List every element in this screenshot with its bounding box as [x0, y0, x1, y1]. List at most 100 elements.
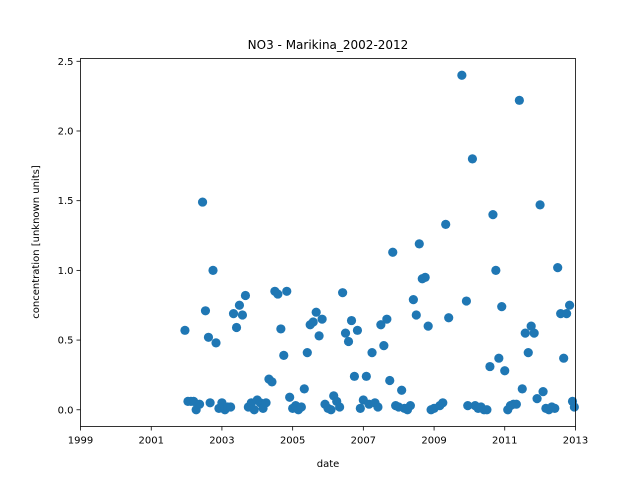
data-point — [485, 361, 495, 372]
data-point — [279, 350, 289, 361]
data-point — [261, 398, 271, 408]
y-tick-label: 0.0 — [58, 405, 74, 416]
data-point — [273, 289, 283, 299]
data-point — [267, 377, 277, 387]
data-point — [411, 310, 421, 320]
data-point — [494, 353, 504, 363]
chart-title: NO3 - Marikina_2002-2012 — [248, 38, 409, 52]
data-point — [376, 320, 386, 330]
data-point — [482, 405, 492, 415]
y-tick-label: 2.5 — [58, 57, 74, 68]
data-point — [457, 70, 467, 80]
data-point — [340, 328, 351, 338]
x-tick-label: 2009 — [421, 436, 446, 447]
data-point — [302, 348, 312, 358]
data-point — [463, 400, 473, 411]
data-point — [285, 392, 295, 402]
data-point — [355, 403, 365, 413]
data-point — [352, 325, 363, 335]
data-point — [526, 321, 536, 331]
y-tick-label: 1.0 — [58, 266, 74, 277]
x-axis-title: date — [317, 459, 340, 470]
data-point — [382, 314, 392, 324]
x-tick-label: 2001 — [139, 436, 164, 447]
data-point — [423, 321, 433, 331]
data-point — [565, 300, 575, 310]
data-point — [461, 296, 472, 306]
x-tick-label: 2011 — [492, 436, 517, 447]
data-point — [240, 290, 251, 301]
data-points — [180, 70, 579, 415]
data-point — [500, 366, 510, 376]
y-tick-label: 2.0 — [58, 126, 74, 137]
data-point — [520, 328, 530, 338]
data-point — [569, 402, 579, 412]
data-point — [326, 405, 336, 415]
data-point — [535, 200, 545, 210]
data-point — [550, 403, 560, 413]
y-axis-ticks: 0.0 0.5 1.0 1.5 2.0 2.5 — [58, 57, 81, 416]
data-point — [379, 341, 389, 351]
data-point — [194, 399, 205, 409]
data-point — [203, 332, 214, 342]
data-point — [467, 154, 478, 164]
data-point — [562, 308, 572, 319]
data-point — [373, 402, 383, 412]
data-point — [491, 265, 501, 275]
data-point — [553, 262, 563, 273]
y-tick-label: 0.5 — [58, 336, 74, 347]
data-point — [405, 400, 415, 411]
data-point — [276, 324, 286, 334]
data-point — [335, 402, 345, 412]
data-point — [385, 375, 395, 386]
data-point — [529, 328, 539, 338]
data-point — [408, 295, 418, 305]
x-tick-label: 2007 — [351, 436, 376, 447]
y-tick-label: 1.5 — [58, 196, 74, 207]
data-point — [180, 325, 190, 335]
data-point — [197, 197, 208, 207]
data-point — [343, 336, 354, 347]
data-point — [497, 302, 507, 312]
data-point — [338, 288, 348, 298]
data-point — [249, 405, 259, 415]
data-point — [438, 398, 448, 408]
plot-frame — [80, 58, 576, 427]
data-point — [414, 239, 424, 249]
data-point — [314, 331, 324, 341]
x-tick-label: 2005 — [280, 436, 305, 447]
data-point — [346, 315, 357, 326]
data-point — [511, 399, 521, 409]
x-tick-label: 1999 — [68, 436, 93, 447]
data-point — [205, 398, 215, 408]
x-tick-label: 2003 — [209, 436, 234, 447]
data-point — [397, 385, 407, 395]
data-point — [299, 384, 309, 394]
data-point — [311, 307, 321, 317]
data-point — [361, 371, 371, 381]
data-point — [296, 402, 306, 412]
data-point — [349, 371, 360, 381]
data-point — [523, 348, 533, 358]
data-point — [228, 308, 239, 319]
data-point — [532, 394, 542, 404]
data-point — [308, 317, 318, 327]
data-point — [367, 348, 377, 358]
x-tick-label: 2013 — [563, 436, 588, 447]
data-point — [226, 402, 236, 412]
data-point — [444, 313, 454, 323]
data-point — [200, 306, 211, 316]
data-point — [559, 353, 569, 363]
data-point — [517, 384, 527, 394]
data-point — [420, 272, 430, 282]
data-point — [538, 387, 548, 397]
data-point — [208, 265, 218, 275]
data-point — [234, 300, 245, 310]
data-point — [211, 338, 221, 348]
x-axis-ticks: 1999 2001 2003 2005 2007 2009 2011 2013 — [68, 426, 588, 447]
data-point — [237, 310, 248, 320]
data-point — [231, 322, 242, 333]
data-point — [514, 95, 524, 105]
data-point — [282, 286, 292, 296]
